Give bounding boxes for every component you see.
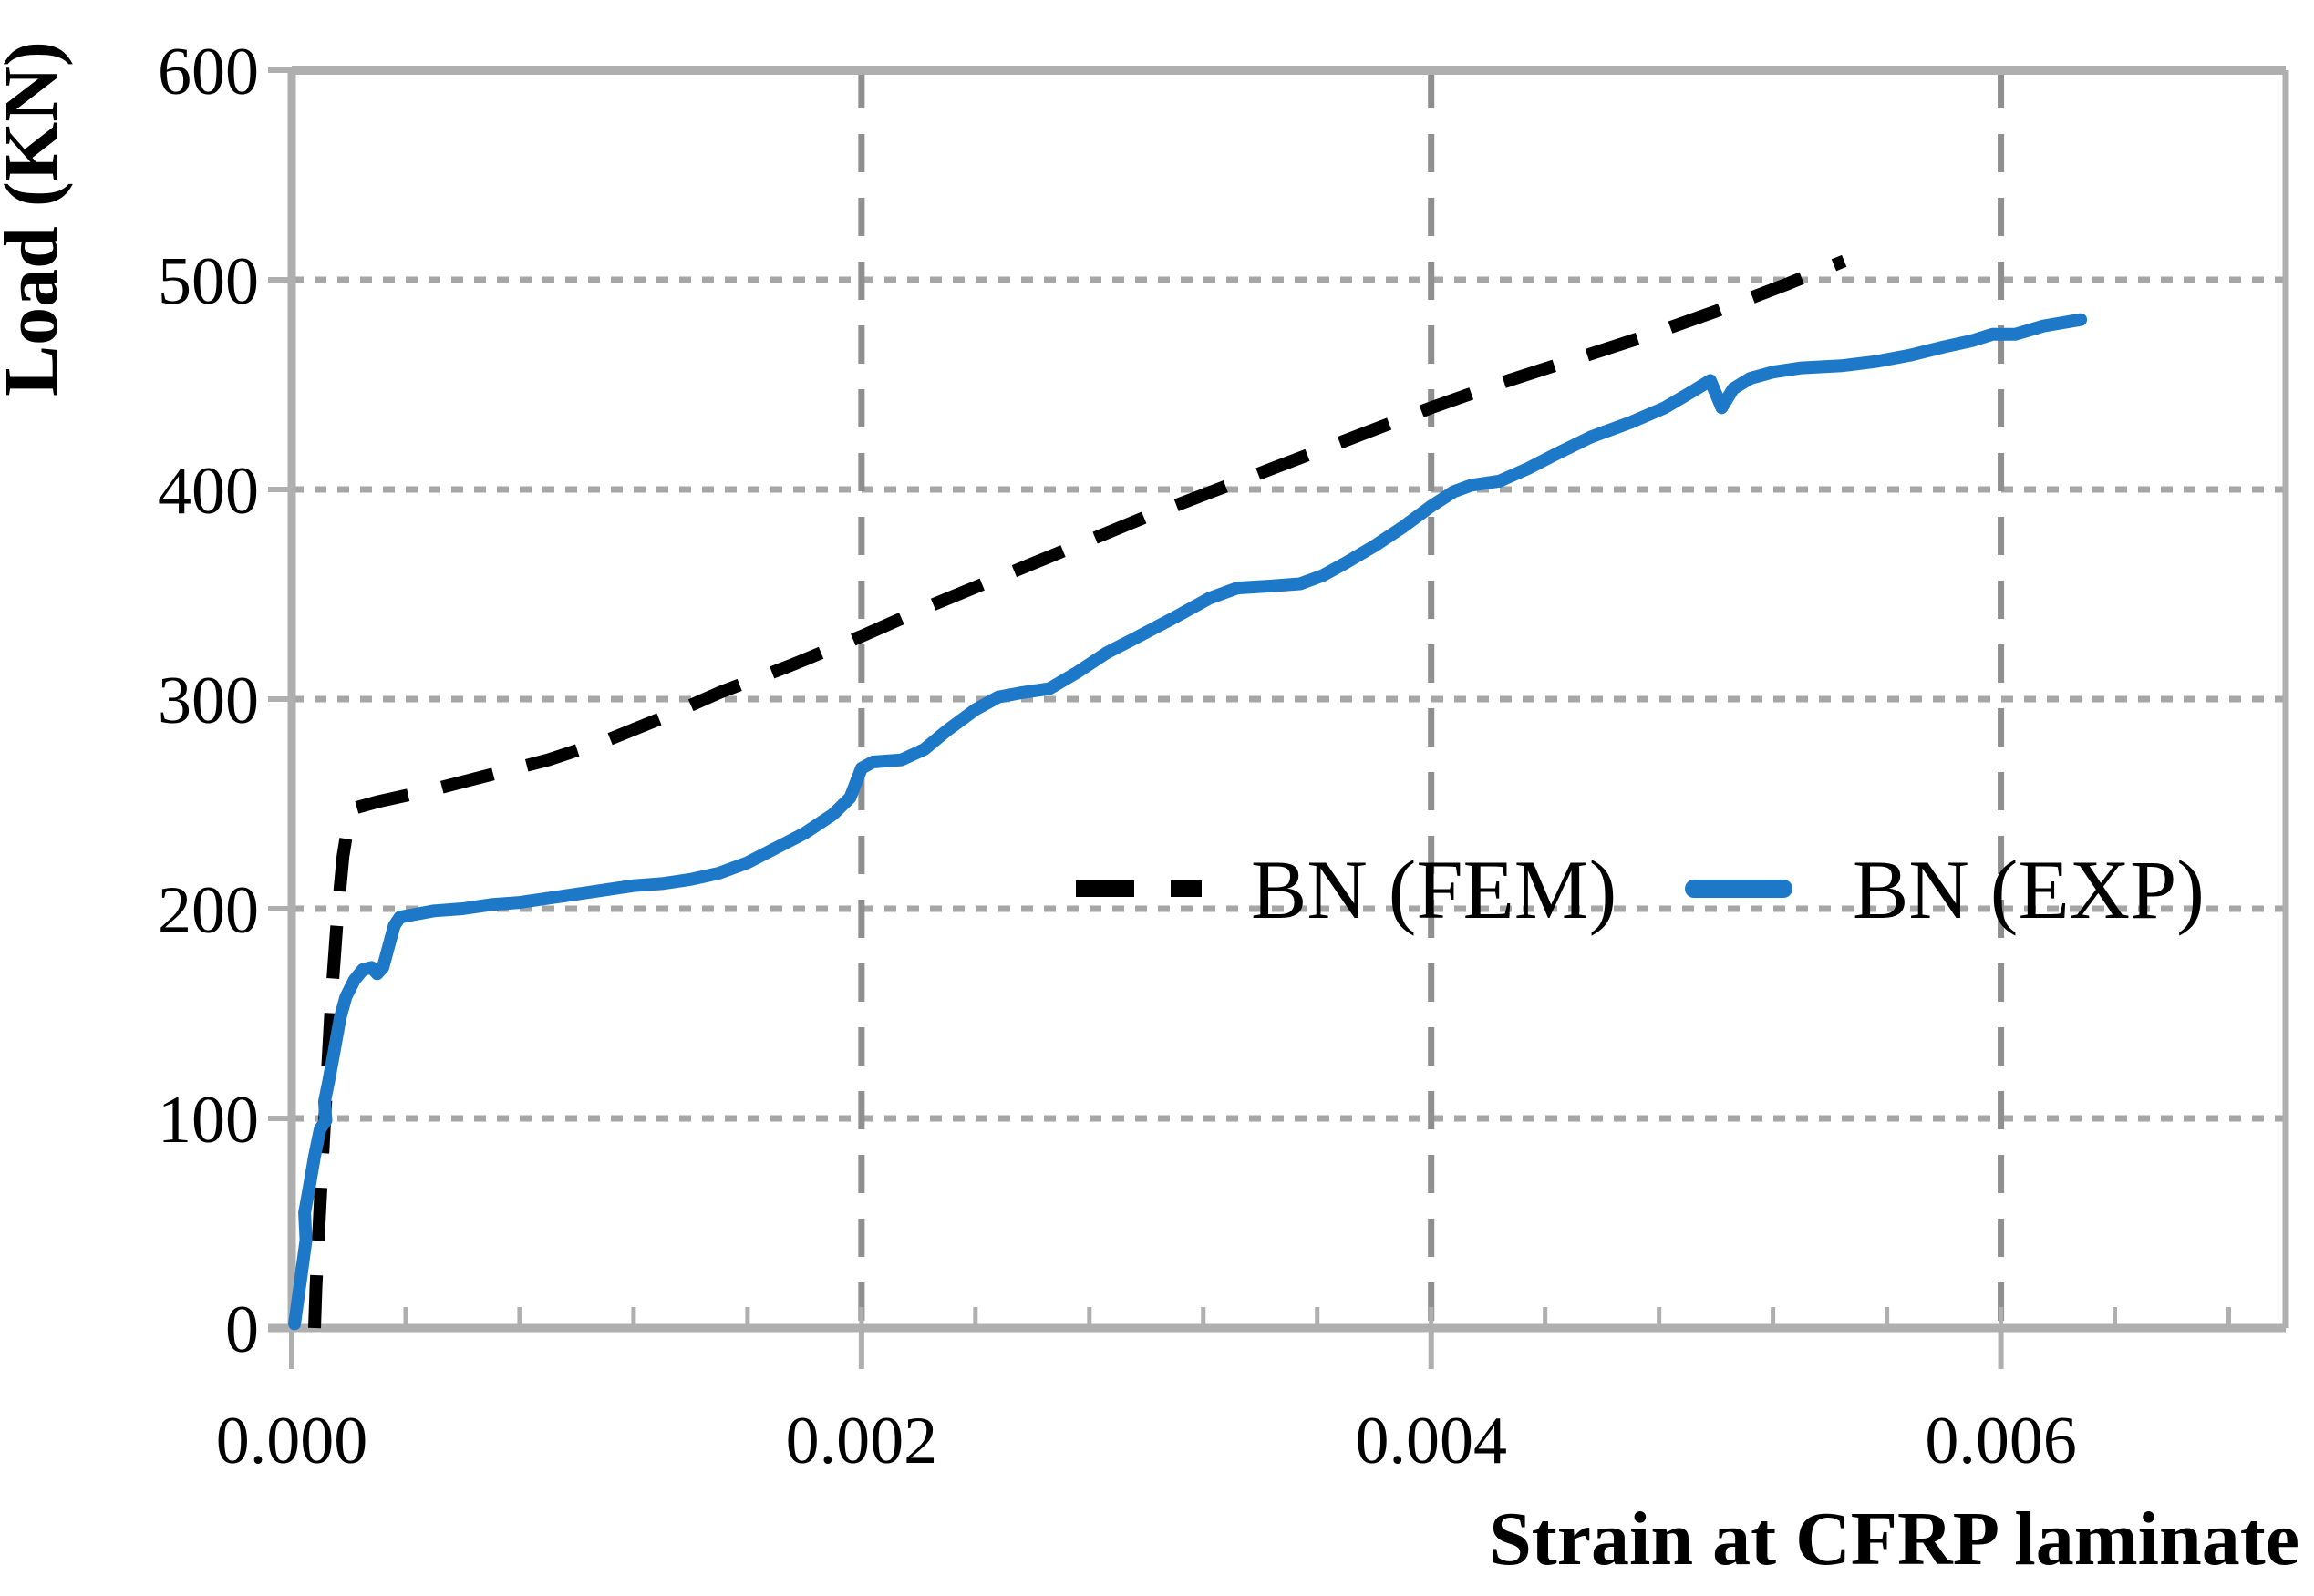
- legend-label-fem: BN (FEM): [1251, 843, 1617, 936]
- y-tick-label-0: 0: [225, 1292, 259, 1367]
- x-tick-label-0.004: 0.004: [1355, 1404, 1507, 1478]
- legend-label-exp: BN (EXP): [1853, 843, 2205, 936]
- y-tick-label-200: 200: [158, 873, 259, 948]
- series-path-bn-exp-: [288, 313, 2088, 1331]
- y-tick-label-100: 100: [158, 1083, 259, 1158]
- y-tick-label-600: 600: [158, 35, 259, 109]
- x-axis-title: Strain at CFRP laminate: [1489, 1497, 2299, 1581]
- y-tick-label-500: 500: [158, 244, 259, 319]
- x-tick-label-0.002: 0.002: [786, 1404, 938, 1478]
- y-tick-label-400: 400: [158, 454, 259, 529]
- x-tick-label-0.000: 0.000: [216, 1404, 368, 1478]
- y-axis-title: Load (KN): [0, 41, 74, 396]
- y-tick-label-300: 300: [158, 664, 259, 738]
- x-tick-label-0.006: 0.006: [1925, 1404, 2077, 1478]
